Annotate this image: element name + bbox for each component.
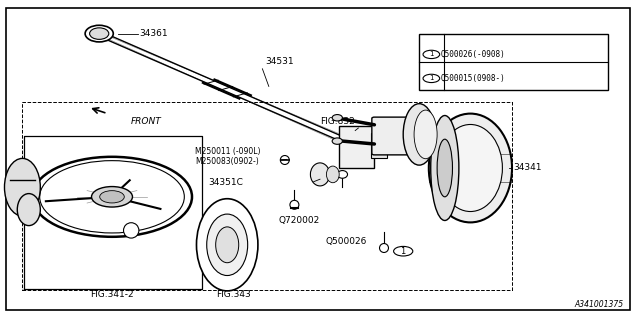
Ellipse shape — [310, 163, 330, 186]
Text: FIG.832: FIG.832 — [320, 117, 355, 126]
Ellipse shape — [100, 191, 124, 203]
Text: FIG.343: FIG.343 — [216, 290, 251, 299]
Text: Q500026: Q500026 — [325, 237, 367, 246]
Ellipse shape — [337, 171, 348, 178]
Ellipse shape — [380, 244, 388, 252]
Ellipse shape — [414, 110, 437, 159]
Ellipse shape — [216, 227, 239, 263]
Text: FRONT: FRONT — [131, 117, 162, 126]
Ellipse shape — [438, 124, 502, 212]
Bar — [419, 34, 608, 90]
Text: 34351C: 34351C — [208, 178, 243, 187]
Ellipse shape — [394, 246, 413, 256]
Ellipse shape — [280, 156, 289, 164]
Ellipse shape — [196, 199, 258, 291]
Bar — [371, 133, 387, 158]
Ellipse shape — [92, 187, 132, 207]
Text: M250083(0902-): M250083(0902-) — [195, 157, 259, 166]
Ellipse shape — [423, 50, 440, 59]
Text: 34531: 34531 — [266, 57, 294, 66]
Text: 34361: 34361 — [140, 29, 168, 38]
Bar — [339, 126, 374, 168]
Ellipse shape — [17, 194, 40, 226]
Ellipse shape — [207, 214, 248, 276]
Ellipse shape — [32, 157, 192, 237]
Ellipse shape — [332, 138, 342, 144]
Text: M250011 (-090L): M250011 (-090L) — [195, 147, 260, 156]
Text: A341001375: A341001375 — [575, 300, 624, 309]
Ellipse shape — [332, 115, 342, 121]
Ellipse shape — [431, 116, 459, 220]
Ellipse shape — [403, 104, 435, 165]
Ellipse shape — [124, 223, 139, 238]
Text: 34341: 34341 — [513, 164, 542, 172]
Text: 1: 1 — [401, 247, 406, 256]
Text: Q500015(0908-): Q500015(0908-) — [440, 74, 505, 83]
Ellipse shape — [437, 139, 452, 197]
Text: Q500026(-0908): Q500026(-0908) — [440, 50, 505, 59]
Ellipse shape — [423, 74, 440, 83]
Ellipse shape — [85, 25, 113, 42]
Ellipse shape — [4, 158, 40, 216]
Text: FIG.341-2: FIG.341-2 — [90, 290, 134, 299]
Ellipse shape — [326, 166, 339, 183]
Ellipse shape — [290, 200, 299, 209]
Ellipse shape — [90, 28, 109, 39]
FancyBboxPatch shape — [372, 117, 409, 155]
Text: 1: 1 — [429, 76, 434, 81]
Text: 1: 1 — [429, 52, 434, 57]
Ellipse shape — [40, 161, 184, 233]
Ellipse shape — [429, 114, 512, 222]
Text: Q720002: Q720002 — [278, 216, 319, 225]
